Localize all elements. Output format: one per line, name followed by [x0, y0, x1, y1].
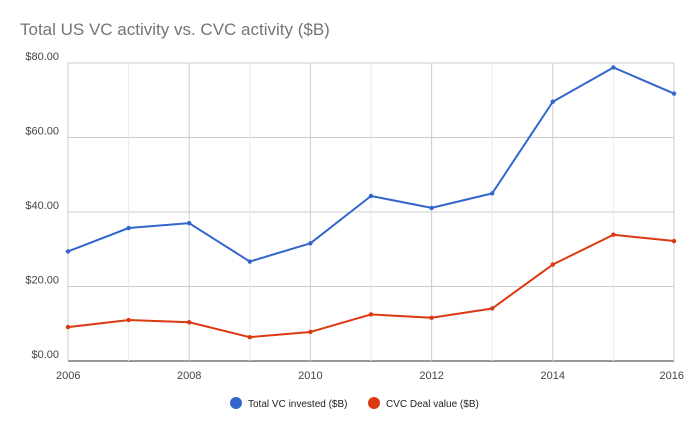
x-tick-label: 2010 [298, 370, 322, 382]
data-point [187, 320, 192, 325]
gridlines [67, 62, 675, 362]
x-tick-label: 2008 [177, 370, 201, 382]
x-tick-label: 2006 [56, 370, 80, 382]
data-point [187, 220, 192, 226]
y-tick-label: $60.00 [25, 126, 59, 138]
data-point [308, 241, 313, 246]
data-point [126, 317, 131, 323]
y-tick-label: $0.00 [31, 349, 59, 361]
y-tick-label: $20.00 [25, 275, 59, 287]
data-point [429, 315, 434, 320]
data-point [247, 259, 252, 264]
data-point [247, 334, 252, 340]
data-point [490, 306, 495, 311]
x-tick-label: 2012 [419, 370, 443, 382]
data-point [65, 324, 71, 330]
data-point [308, 329, 313, 335]
x-tick-label: 2016 [660, 370, 684, 382]
data-point [611, 232, 616, 237]
y-tick-label: $80.00 [25, 51, 59, 63]
x-tick-label: 2014 [541, 370, 565, 382]
x-axis-ticks: 2006 2008 2010 2012 2014 2016 [56, 370, 684, 382]
series-group [65, 65, 677, 340]
y-axis-ticks: $0.00 $20.00 $40.00 $60.00 $80.00 [25, 51, 59, 361]
data-point [368, 312, 374, 317]
data-point [126, 225, 131, 231]
legend-marker-1 [230, 397, 242, 409]
data-point [65, 249, 71, 254]
y-tick-label: $40.00 [25, 200, 59, 212]
data-point [550, 262, 555, 267]
legend: Total VC invested ($B) CVC Deal value ($B… [230, 397, 479, 410]
data-point [611, 65, 616, 70]
data-point [490, 191, 495, 196]
data-point [671, 238, 677, 244]
data-point [550, 99, 555, 104]
data-point [429, 205, 434, 211]
legend-marker-2 [368, 397, 380, 409]
legend-label-1: Total VC invested ($B) [248, 399, 348, 410]
data-point [368, 193, 374, 199]
legend-label-2: CVC Deal value ($B) [386, 399, 479, 410]
chart-title: Total US VC activity vs. CVC activity ($… [20, 20, 330, 39]
data-point [671, 91, 677, 96]
